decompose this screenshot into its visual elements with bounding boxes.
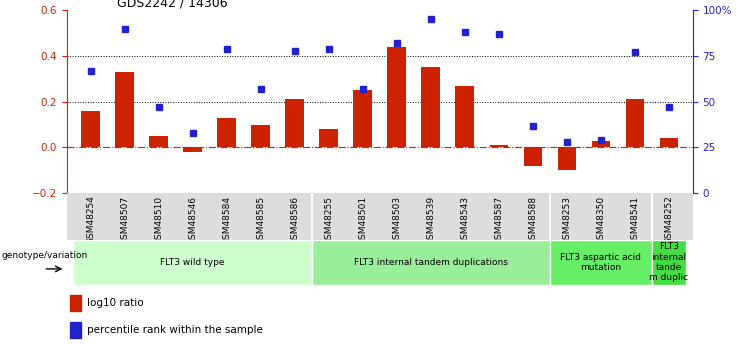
Text: GSM48501: GSM48501 — [358, 196, 368, 245]
Text: GSM48586: GSM48586 — [290, 196, 299, 245]
Bar — [70, 322, 81, 338]
Bar — [524, 148, 542, 166]
Text: GSM48254: GSM48254 — [86, 196, 95, 244]
Bar — [625, 99, 645, 148]
Bar — [73, 240, 312, 285]
Text: GSM48588: GSM48588 — [528, 196, 537, 245]
Text: log10 ratio: log10 ratio — [87, 298, 143, 308]
Text: FLT3 wild type: FLT3 wild type — [160, 258, 225, 267]
Bar — [353, 90, 372, 148]
Text: GSM48255: GSM48255 — [325, 196, 333, 245]
Text: GSM48539: GSM48539 — [426, 196, 435, 245]
Text: GSM48510: GSM48510 — [154, 196, 163, 245]
Bar — [422, 68, 440, 148]
Bar — [550, 240, 652, 285]
Text: GSM48507: GSM48507 — [120, 196, 129, 245]
Text: GSM48543: GSM48543 — [460, 196, 469, 245]
Bar — [490, 145, 508, 148]
Text: FLT3 aspartic acid
mutation: FLT3 aspartic acid mutation — [560, 253, 642, 272]
Bar — [312, 240, 550, 285]
Text: FLT3
internal
tande
m duplic: FLT3 internal tande m duplic — [649, 242, 688, 282]
Text: FLT3 internal tandem duplications: FLT3 internal tandem duplications — [354, 258, 508, 267]
Bar — [82, 111, 100, 148]
Text: percentile rank within the sample: percentile rank within the sample — [87, 325, 262, 335]
Bar — [285, 99, 304, 148]
Bar — [557, 148, 576, 170]
Bar — [70, 295, 81, 311]
Text: GSM48350: GSM48350 — [597, 196, 605, 245]
Text: GSM48546: GSM48546 — [188, 196, 197, 245]
Text: genotype/variation: genotype/variation — [1, 251, 87, 260]
Text: GDS2242 / 14306: GDS2242 / 14306 — [117, 0, 227, 9]
Bar — [149, 136, 168, 148]
Bar — [591, 141, 611, 148]
Text: GSM48541: GSM48541 — [631, 196, 639, 245]
Text: GSM48252: GSM48252 — [665, 196, 674, 244]
Text: GSM48584: GSM48584 — [222, 196, 231, 245]
Text: GSM48253: GSM48253 — [562, 196, 571, 245]
Bar — [115, 72, 134, 148]
Text: GSM48585: GSM48585 — [256, 196, 265, 245]
Text: GSM48587: GSM48587 — [494, 196, 503, 245]
Bar — [652, 240, 686, 285]
Bar — [217, 118, 236, 148]
Bar — [388, 47, 406, 148]
Bar — [456, 86, 474, 148]
Bar — [183, 148, 202, 152]
Bar — [319, 129, 338, 148]
Bar — [251, 125, 270, 148]
Text: GSM48503: GSM48503 — [392, 196, 402, 245]
Bar — [659, 138, 678, 148]
